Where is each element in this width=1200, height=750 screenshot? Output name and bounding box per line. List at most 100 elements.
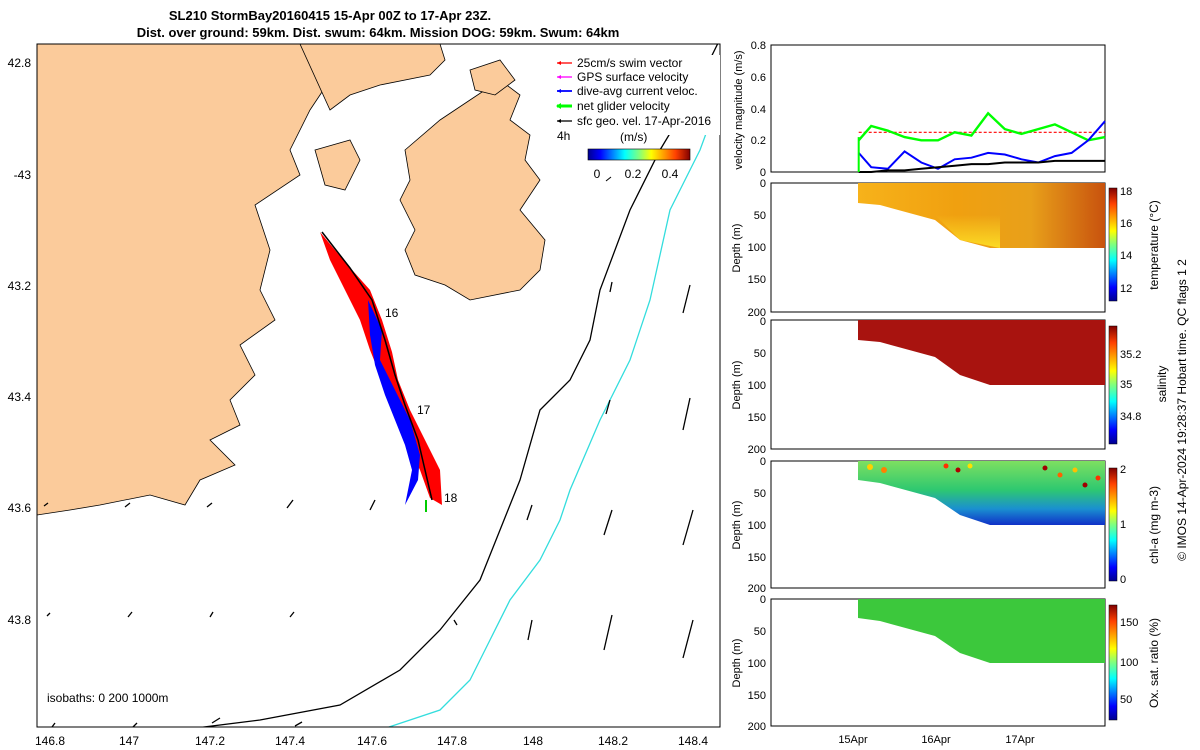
temperature-label: temperature (°C) xyxy=(1147,200,1161,290)
scale-arrow xyxy=(605,176,612,182)
day-label-18: 18 xyxy=(444,491,458,505)
svg-text:0: 0 xyxy=(1120,574,1126,586)
svg-text:200: 200 xyxy=(748,583,766,595)
chla-panel: 0 1 2 chl-a (mg m-3) xyxy=(770,460,1161,589)
svg-text:-43: -43 xyxy=(14,168,32,182)
svg-text:150: 150 xyxy=(748,690,766,702)
glider-track-line xyxy=(321,231,433,501)
isobath-1000 xyxy=(386,93,720,727)
colorbar-unit: (m/s) xyxy=(620,130,647,144)
land-peninsula xyxy=(299,44,446,111)
chla-label: chl-a (mg m-3) xyxy=(1147,486,1161,564)
svg-text:1: 1 xyxy=(1120,519,1126,531)
svg-text:0: 0 xyxy=(760,594,766,606)
svg-text:12: 12 xyxy=(1120,283,1132,295)
map-frame xyxy=(36,43,721,728)
salinity-label: salinity xyxy=(1155,366,1169,403)
svg-text:Depth (m): Depth (m) xyxy=(731,639,743,688)
depth-axes: 0 50 100 150 200 Depth (m) 0 50 100 150 … xyxy=(731,178,766,733)
svg-text:0: 0 xyxy=(760,178,766,190)
glider-track-blue xyxy=(368,300,420,505)
svg-text:147.8: 147.8 xyxy=(437,734,467,748)
time-ticks: 15Apr 16Apr 17Apr xyxy=(838,734,1035,746)
legend-net: net glider velocity xyxy=(577,99,670,113)
svg-text:146.8: 146.8 xyxy=(35,734,65,748)
velocity-ylabel: velocity magnitude (m/s) xyxy=(733,50,745,169)
velocity-ytick-2: 0.4 xyxy=(751,104,766,116)
oxygen-colorbar xyxy=(1108,604,1118,721)
svg-text:14: 14 xyxy=(1120,250,1132,262)
title-line-1: SL210 StormBay20160415 15-Apr 00Z to 17-… xyxy=(169,8,491,23)
svg-text:16: 16 xyxy=(1120,218,1132,230)
colorbar-tick-1: 0.2 xyxy=(625,167,642,181)
svg-text:147.4: 147.4 xyxy=(275,734,305,748)
svg-text:200: 200 xyxy=(748,444,766,456)
legend-gps: GPS surface velocity xyxy=(577,70,688,84)
svg-text:18: 18 xyxy=(1120,186,1132,198)
salinity-field xyxy=(858,320,1105,385)
isobath-200 xyxy=(198,44,719,727)
velocity-series-dive-avg-current-veloc- xyxy=(857,120,1106,170)
velocity-ytick-0: 0 xyxy=(760,167,766,179)
svg-text:147: 147 xyxy=(119,734,139,748)
svg-text:50: 50 xyxy=(754,348,766,360)
svg-text:100: 100 xyxy=(748,380,766,392)
svg-text:43.2: 43.2 xyxy=(8,279,32,293)
temperature-panel: 12 14 16 18 temperature (°C) xyxy=(770,182,1161,313)
svg-text:Depth (m): Depth (m) xyxy=(731,224,743,273)
chla-field xyxy=(858,461,1105,525)
svg-text:50: 50 xyxy=(1120,694,1132,706)
oxygen-field xyxy=(858,599,1105,663)
lon-ticks: 146.8 147 147.2 147.4 147.6 147.8 148 14… xyxy=(35,734,708,748)
svg-text:100: 100 xyxy=(748,242,766,254)
svg-text:150: 150 xyxy=(1120,617,1138,629)
velocity-series-sfc-geo-vel-17-apr-2016 xyxy=(858,159,1105,173)
title-line-2: Dist. over ground: 59km. Dist. swum: 64k… xyxy=(137,25,620,40)
land-mass xyxy=(37,44,331,516)
legend-swim: 25cm/s swim vector xyxy=(577,56,682,70)
velocity-ytick-3: 0.6 xyxy=(751,72,766,84)
land-island-2 xyxy=(469,59,516,96)
velocity-panel: 0 0.2 0.4 0.6 0.8 velocity magnitude (m/… xyxy=(733,40,1106,179)
sfc-geo-vectors xyxy=(43,281,694,727)
chla-colorbar xyxy=(1108,467,1118,582)
svg-text:147.6: 147.6 xyxy=(357,734,387,748)
svg-text:150: 150 xyxy=(748,274,766,286)
land-island xyxy=(314,139,361,191)
svg-text:100: 100 xyxy=(748,520,766,532)
svg-text:43.6: 43.6 xyxy=(8,501,32,515)
day-label-17: 17 xyxy=(417,403,431,417)
temperature-deep xyxy=(935,215,1000,248)
svg-text:Depth (m): Depth (m) xyxy=(731,361,743,410)
svg-text:50: 50 xyxy=(754,626,766,638)
svg-text:100: 100 xyxy=(748,658,766,670)
svg-text:147.2: 147.2 xyxy=(195,734,225,748)
svg-text:150: 150 xyxy=(748,552,766,564)
salinity-panel: 34.8 35 35.2 salinity xyxy=(770,319,1169,450)
colorbar-tick-0: 0 xyxy=(594,167,601,181)
colorbar-tick-2: 0.4 xyxy=(662,167,679,181)
svg-text:Depth (m): Depth (m) xyxy=(731,501,743,550)
svg-text:16Apr: 16Apr xyxy=(921,734,951,746)
svg-text:17Apr: 17Apr xyxy=(1005,734,1035,746)
temperature-colorbar xyxy=(1108,187,1118,302)
oxygen-label: Ox. sat. ratio (%) xyxy=(1147,618,1161,708)
legend-dive-avg: dive-avg current veloc. xyxy=(577,84,698,98)
legend-sfc-geo: sfc geo. vel. 17-Apr-2016 xyxy=(577,114,711,128)
svg-text:200: 200 xyxy=(748,721,766,733)
svg-text:15Apr: 15Apr xyxy=(838,734,868,746)
map-legend: 25cm/s swim vector GPS surface velocity … xyxy=(545,55,720,135)
velocity-ytick-4: 0.8 xyxy=(751,40,766,52)
svg-text:42.8: 42.8 xyxy=(8,56,32,70)
chla-spots xyxy=(867,463,1101,488)
day-label-16: 16 xyxy=(385,306,399,320)
salinity-colorbar xyxy=(1108,325,1118,445)
svg-text:150: 150 xyxy=(748,412,766,424)
isobaths-label: isobaths: 0 200 1000m xyxy=(47,691,168,705)
time-label: 4h xyxy=(557,129,570,143)
svg-text:148.2: 148.2 xyxy=(598,734,628,748)
svg-text:50: 50 xyxy=(754,210,766,222)
svg-text:100: 100 xyxy=(1120,657,1138,669)
map-colorbar xyxy=(587,148,691,161)
